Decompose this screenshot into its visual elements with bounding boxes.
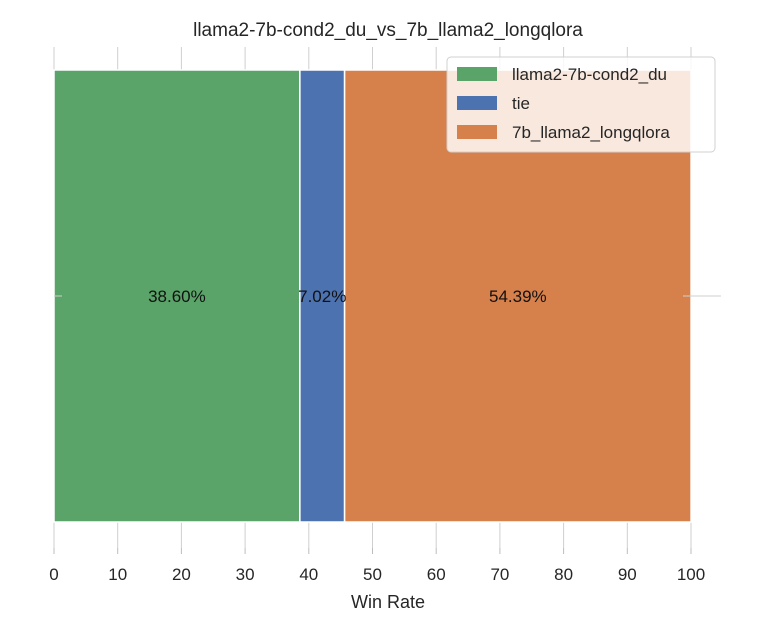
legend-swatch-7b-llama2-longqlora [457, 125, 497, 139]
x-tick-label: 80 [554, 565, 573, 584]
legend-label-llama2-7b-cond2-du: llama2-7b-cond2_du [512, 65, 667, 84]
x-tick-label: 50 [363, 565, 382, 584]
x-tick-label: 100 [677, 565, 705, 584]
legend-swatch-tie [457, 96, 497, 110]
x-tick-label: 10 [108, 565, 127, 584]
x-tick-label: 90 [618, 565, 637, 584]
data-label-7b-llama2-longqlora: 54.39% [489, 287, 547, 306]
bar-llama2-7b-cond2-du [53, 69, 301, 523]
data-label-llama2-7b-cond2-du: 38.60% [148, 287, 206, 306]
bar-tie [299, 69, 346, 523]
x-tick-label: 20 [172, 565, 191, 584]
legend-label-7b-llama2-longqlora: 7b_llama2_longqlora [512, 123, 670, 142]
legend-label-tie: tie [512, 94, 530, 113]
x-axis: 0 10 20 30 40 50 60 70 80 90 100 [49, 295, 721, 584]
x-tick-label: 60 [427, 565, 446, 584]
data-label-tie: 7.02% [298, 287, 346, 306]
x-tick-label: 40 [299, 565, 318, 584]
chart-title: llama2-7b-cond2_du_vs_7b_llama2_longqlor… [193, 20, 583, 41]
x-tick-label: 70 [490, 565, 509, 584]
x-tick-label: 0 [49, 565, 58, 584]
data-labels: 38.60% 7.02% 54.39% [148, 287, 547, 306]
x-tick-label: 30 [236, 565, 255, 584]
legend-swatch-llama2-7b-cond2-du [457, 67, 497, 81]
legend-frame [446, 56, 716, 153]
x-axis-label: Win Rate [351, 592, 425, 612]
